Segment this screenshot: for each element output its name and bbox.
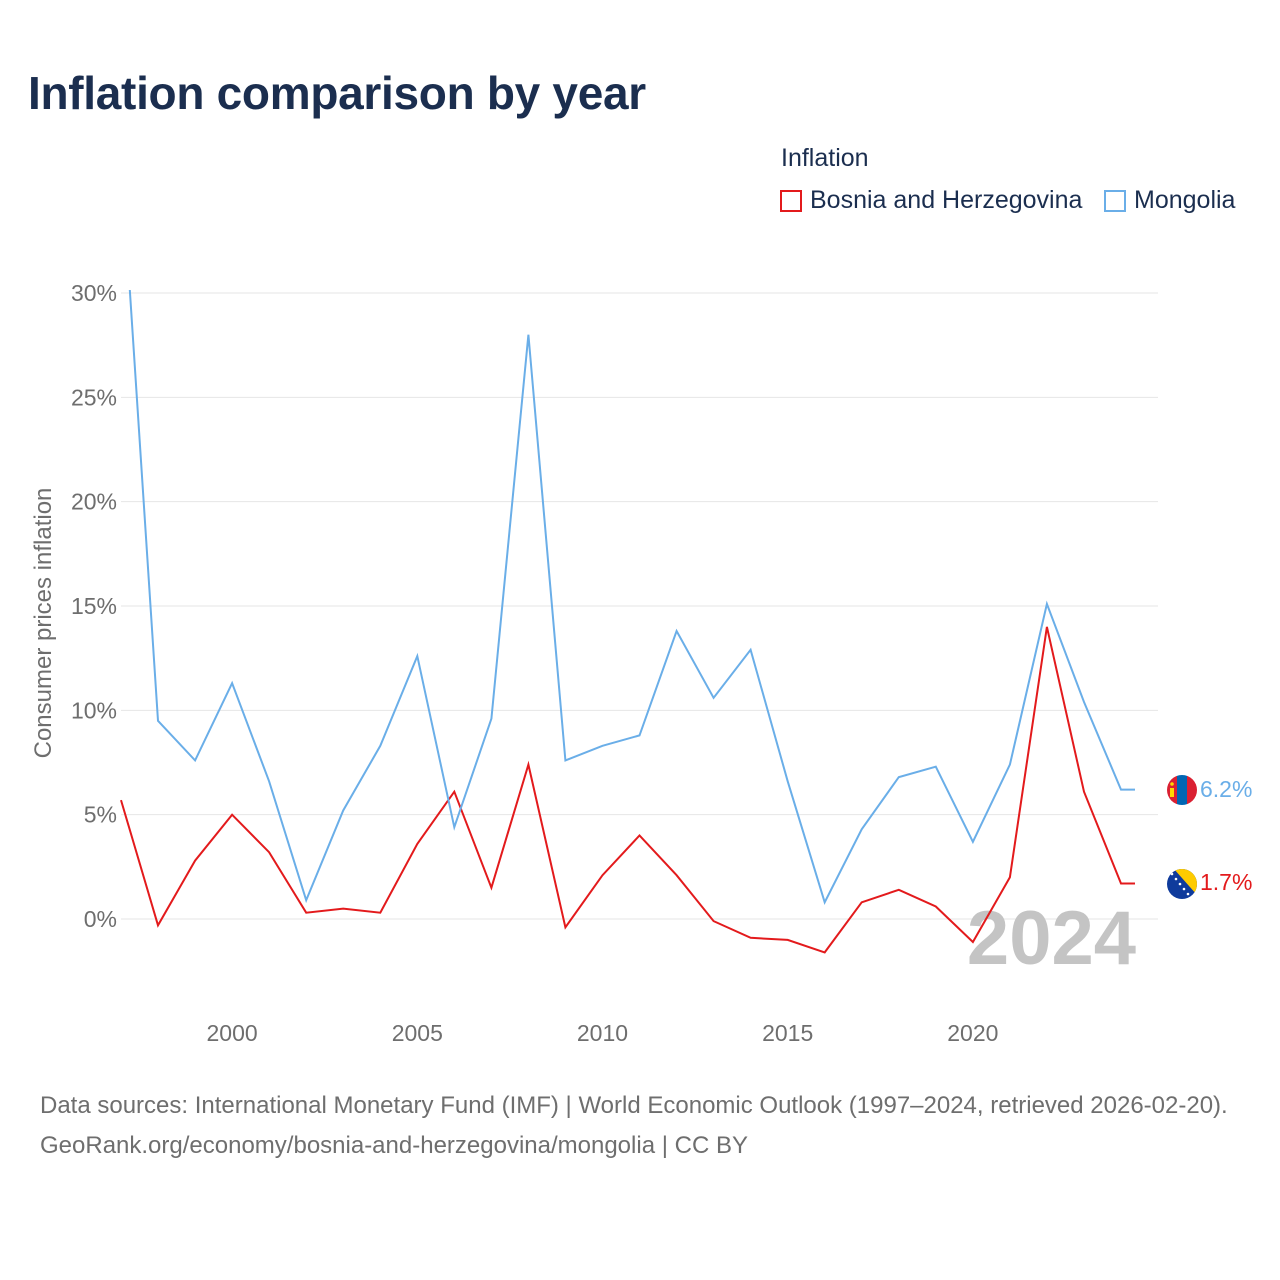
chart-title: Inflation comparison by year [28, 67, 646, 119]
x-tick-label: 2020 [947, 1020, 998, 1046]
legend-item-bosnia[interactable]: Bosnia and Herzegovina [780, 186, 1082, 215]
x-tick-label: 2010 [577, 1020, 628, 1046]
x-axis-ticks: 2000 2005 2010 2015 2020 [207, 1020, 999, 1046]
end-value-label-mongolia: 6.2% [1200, 776, 1252, 802]
legend-title: Inflation [781, 144, 869, 172]
y-tick-label: 30% [71, 280, 117, 306]
y-tick-label: 10% [71, 697, 117, 723]
series-line-mongolia [128, 290, 1135, 905]
legend-label-bosnia: Bosnia and Herzegovina [810, 186, 1083, 214]
x-tick-label: 2015 [762, 1020, 813, 1046]
data-sources-note: Data sources: International Monetary Fun… [40, 1092, 1228, 1119]
source-link[interactable]: GeoRank.org/economy/bosnia-and-herzegovi… [40, 1132, 748, 1159]
legend-item-mongolia[interactable]: Mongolia [1104, 186, 1235, 215]
legend-label-mongolia: Mongolia [1134, 186, 1236, 214]
series-line-bosnia [120, 626, 1135, 954]
y-tick-label: 25% [71, 384, 117, 410]
y-axis-ticks: 0% 5% 10% 15% 20% 25% 30% [71, 280, 117, 932]
y-tick-label: 15% [71, 593, 117, 619]
x-tick-label: 2000 [207, 1020, 258, 1046]
line-chart: 0% 5% 10% 15% 20% 25% 30% 2000 2005 2010 2015 2020… [30, 280, 1252, 1046]
grid-lines [121, 292, 1158, 920]
footer: Data sources: International Monetary Fun… [40, 1086, 1250, 1166]
end-value-label-bosnia: 1.7% [1200, 869, 1252, 895]
legend-swatch-bosnia [780, 189, 802, 212]
series-lines [120, 290, 1135, 954]
legend-swatch-mongolia [1104, 189, 1126, 212]
y-tick-label: 5% [84, 802, 117, 828]
x-tick-label: 2005 [392, 1020, 443, 1046]
y-tick-label: 20% [71, 489, 117, 515]
mongolia-flag-icon [1167, 775, 1197, 805]
y-axis-label: Consumer prices inflation [30, 488, 57, 759]
y-tick-label: 0% [84, 906, 117, 932]
bosnia-flag-icon [1167, 869, 1197, 899]
year-watermark: 2024 [967, 896, 1136, 981]
